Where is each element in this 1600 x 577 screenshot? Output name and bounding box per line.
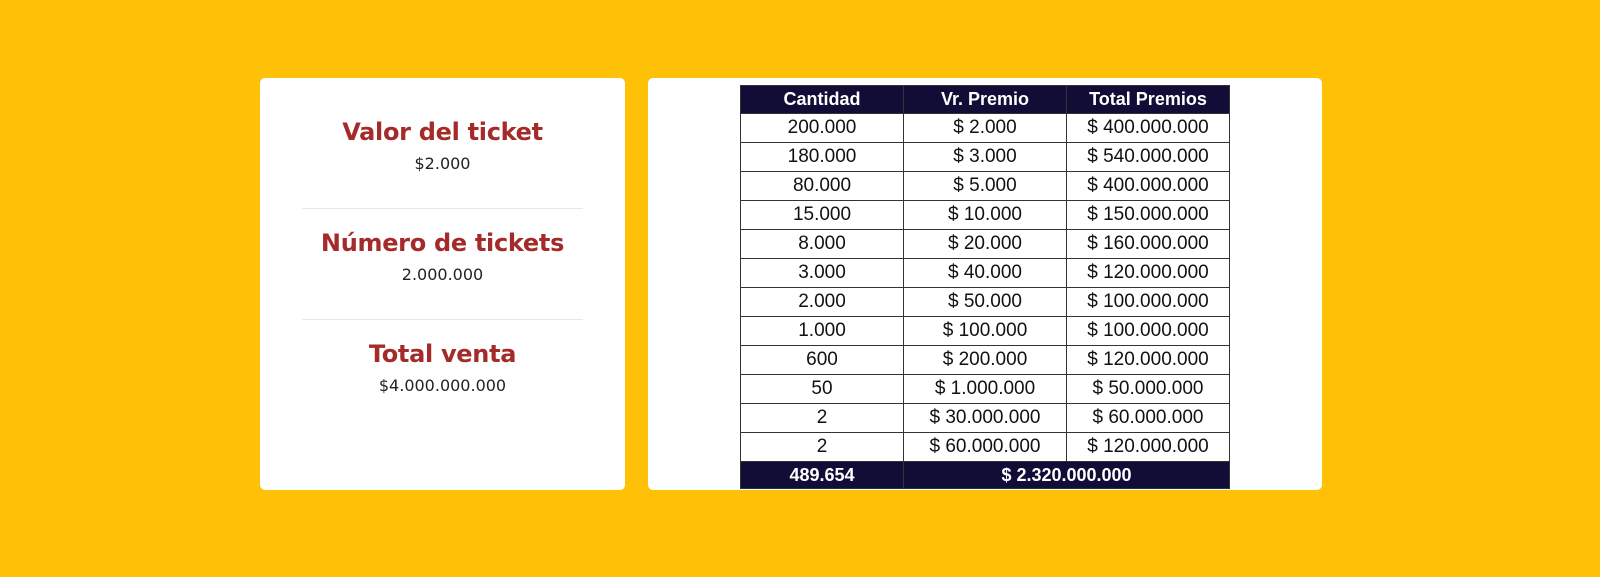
total-prizes: $ 2.320.000.000 <box>903 461 1230 489</box>
total-sales-title: Total venta <box>368 340 517 368</box>
cell-vr-premio: $ 200.000 <box>903 345 1067 375</box>
prize-table: Cantidad Vr. Premio Total Premios 200.00… <box>740 85 1230 489</box>
prize-table-card: Cantidad Vr. Premio Total Premios 200.00… <box>648 78 1322 490</box>
total-sales-block: Total venta $4.000.000.000 <box>302 340 583 395</box>
cell-vr-premio: $ 100.000 <box>903 316 1067 346</box>
table-row: 2.000 $ 50.000 $ 100.000.000 <box>740 287 1230 317</box>
header-cantidad: Cantidad <box>740 85 904 114</box>
table-footer-row: 489.654 $ 2.320.000.000 <box>740 461 1230 489</box>
cell-total-premios: $ 100.000.000 <box>1066 287 1230 317</box>
ticket-value-block: Valor del ticket $2.000 <box>302 118 583 173</box>
table-row: 180.000 $ 3.000 $ 540.000.000 <box>740 142 1230 172</box>
cell-total-premios: $ 540.000.000 <box>1066 142 1230 172</box>
summary-card: Valor del ticket $2.000 Número de ticket… <box>260 78 625 490</box>
total-sales: $4.000.000.000 <box>378 376 507 395</box>
ticket-count-block: Número de tickets 2.000.000 <box>302 229 583 284</box>
table-row: 8.000 $ 20.000 $ 160.000.000 <box>740 229 1230 259</box>
cell-total-premios: $ 60.000.000 <box>1066 403 1230 433</box>
cell-total-premios: $ 160.000.000 <box>1066 229 1230 259</box>
cell-total-premios: $ 120.000.000 <box>1066 432 1230 462</box>
cell-vr-premio: $ 40.000 <box>903 258 1067 288</box>
table-row: 1.000 $ 100.000 $ 100.000.000 <box>740 316 1230 346</box>
cell-total-premios: $ 150.000.000 <box>1066 200 1230 230</box>
table-row: 2 $ 30.000.000 $ 60.000.000 <box>740 403 1230 433</box>
cell-cantidad: 600 <box>740 345 904 375</box>
cell-total-premios: $ 120.000.000 <box>1066 258 1230 288</box>
cell-vr-premio: $ 2.000 <box>903 113 1067 143</box>
cell-total-premios: $ 50.000.000 <box>1066 374 1230 404</box>
divider <box>302 319 583 320</box>
cell-vr-premio: $ 50.000 <box>903 287 1067 317</box>
ticket-count: 2.000.000 <box>401 265 484 284</box>
table-header-row: Cantidad Vr. Premio Total Premios <box>740 85 1230 114</box>
total-quantity: 489.654 <box>740 461 904 489</box>
cell-vr-premio: $ 3.000 <box>903 142 1067 172</box>
cell-vr-premio: $ 60.000.000 <box>903 432 1067 462</box>
cell-total-premios: $ 120.000.000 <box>1066 345 1230 375</box>
cell-cantidad: 180.000 <box>740 142 904 172</box>
divider <box>302 208 583 209</box>
cell-total-premios: $ 400.000.000 <box>1066 171 1230 201</box>
cell-cantidad: 50 <box>740 374 904 404</box>
cell-cantidad: 3.000 <box>740 258 904 288</box>
ticket-count-title: Número de tickets <box>320 229 565 257</box>
table-row: 200.000 $ 2.000 $ 400.000.000 <box>740 113 1230 143</box>
cell-cantidad: 2 <box>740 403 904 433</box>
cell-cantidad: 2 <box>740 432 904 462</box>
cell-vr-premio: $ 10.000 <box>903 200 1067 230</box>
cell-vr-premio: $ 1.000.000 <box>903 374 1067 404</box>
header-vr-premio: Vr. Premio <box>903 85 1067 114</box>
table-row: 600 $ 200.000 $ 120.000.000 <box>740 345 1230 375</box>
cell-vr-premio: $ 30.000.000 <box>903 403 1067 433</box>
cell-cantidad: 15.000 <box>740 200 904 230</box>
table-row: 80.000 $ 5.000 $ 400.000.000 <box>740 171 1230 201</box>
ticket-value-title: Valor del ticket <box>342 118 543 146</box>
cell-cantidad: 8.000 <box>740 229 904 259</box>
cell-cantidad: 2.000 <box>740 287 904 317</box>
cell-total-premios: $ 100.000.000 <box>1066 316 1230 346</box>
cell-cantidad: 1.000 <box>740 316 904 346</box>
cell-vr-premio: $ 20.000 <box>903 229 1067 259</box>
ticket-value: $2.000 <box>414 154 471 173</box>
table-row: 50 $ 1.000.000 $ 50.000.000 <box>740 374 1230 404</box>
cell-vr-premio: $ 5.000 <box>903 171 1067 201</box>
cell-cantidad: 80.000 <box>740 171 904 201</box>
table-row: 3.000 $ 40.000 $ 120.000.000 <box>740 258 1230 288</box>
cell-total-premios: $ 400.000.000 <box>1066 113 1230 143</box>
cell-cantidad: 200.000 <box>740 113 904 143</box>
table-row: 2 $ 60.000.000 $ 120.000.000 <box>740 432 1230 462</box>
header-total-premios: Total Premios <box>1066 85 1230 114</box>
table-row: 15.000 $ 10.000 $ 150.000.000 <box>740 200 1230 230</box>
